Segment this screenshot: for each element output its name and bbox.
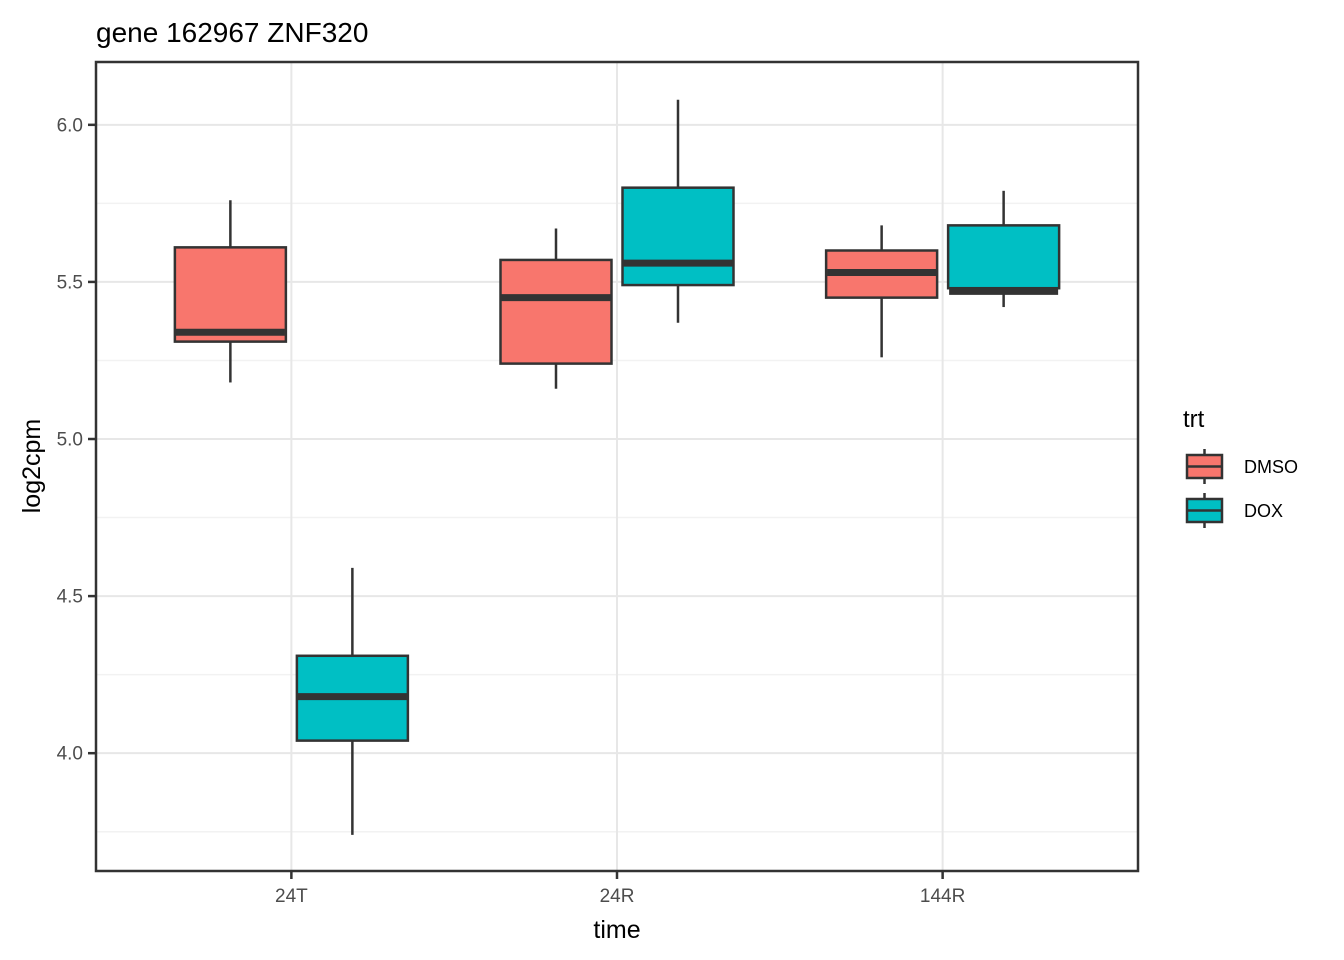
legend-key-dmso-icon xyxy=(1185,449,1224,484)
y-axis-title: log2cpm xyxy=(18,419,46,514)
y-tick-label: 5.0 xyxy=(57,430,83,451)
x-tick-label: 144R xyxy=(920,886,965,907)
box-DMSO-24T xyxy=(173,246,288,343)
legend-title: trt xyxy=(1183,406,1205,433)
box-DOX-144R xyxy=(946,224,1061,290)
box-DMSO-24R xyxy=(499,258,613,365)
legend-label-dox: DOX xyxy=(1244,501,1283,521)
legend-key-dox-icon xyxy=(1185,493,1224,528)
plot-title: gene 162967 ZNF320 xyxy=(96,17,368,48)
y-tick-label: 6.0 xyxy=(57,115,83,136)
y-tick-label: 5.5 xyxy=(57,272,83,293)
x-tick-label: 24R xyxy=(600,886,635,907)
x-tick-label: 24T xyxy=(275,886,308,907)
box-DOX-24R xyxy=(621,186,735,287)
plot-panel: 4.0 4.5 5.0 5.5 6.0 24T 24R 144R xyxy=(57,60,1140,907)
legend-label-dmso: DMSO xyxy=(1244,457,1298,477)
y-tick-label: 4.0 xyxy=(57,744,83,765)
legend: trt DMSO DOX xyxy=(1183,406,1298,528)
x-axis-title: time xyxy=(593,916,640,944)
y-tick-label: 4.5 xyxy=(57,587,83,608)
